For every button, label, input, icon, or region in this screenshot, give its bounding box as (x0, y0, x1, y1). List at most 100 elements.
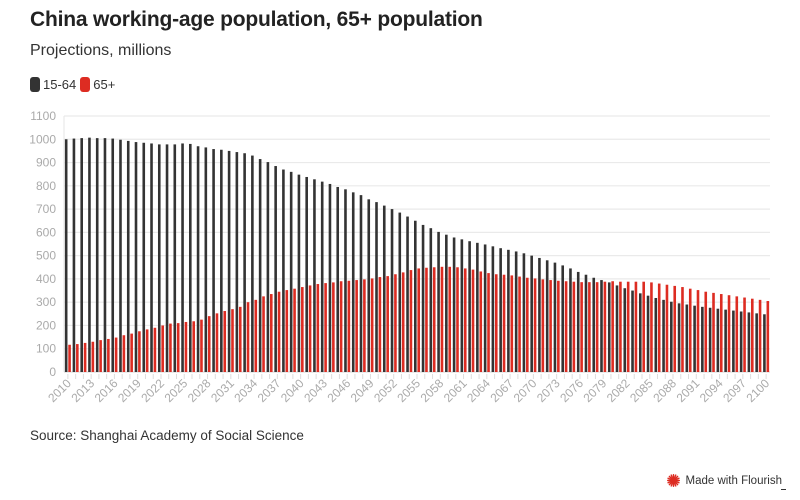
bar-65-plus-2014[interactable] (99, 340, 102, 372)
bar-15-64-2091[interactable] (693, 305, 696, 372)
bar-15-64-2065[interactable] (491, 246, 495, 372)
bar-15-64-2053[interactable] (398, 212, 402, 372)
bar-65-plus-2024[interactable] (176, 323, 180, 372)
bar-65-plus-2071[interactable] (541, 279, 545, 372)
bar-15-64-2032[interactable] (235, 152, 239, 372)
bar-65-plus-2047[interactable] (355, 280, 358, 372)
bar-65-plus-2063[interactable] (479, 271, 483, 372)
bar-65-plus-2089[interactable] (681, 287, 684, 372)
bar-15-64-2049[interactable] (367, 199, 371, 372)
bar-65-plus-2046[interactable] (347, 280, 351, 372)
bar-15-64-2021[interactable] (150, 143, 153, 372)
bar-65-plus-2099[interactable] (758, 299, 762, 372)
bar-15-64-2033[interactable] (243, 153, 246, 372)
bar-15-64-2083[interactable] (631, 290, 634, 372)
bar-65-plus-2066[interactable] (502, 274, 506, 372)
bar-65-plus-2068[interactable] (518, 276, 521, 372)
bar-65-plus-2054[interactable] (409, 270, 413, 372)
bar-65-plus-2092[interactable] (704, 291, 708, 372)
bar-65-plus-2052[interactable] (394, 274, 397, 372)
bar-65-plus-2076[interactable] (580, 282, 583, 372)
bar-65-plus-2095[interactable] (727, 295, 731, 372)
bar-65-plus-2098[interactable] (751, 298, 754, 372)
bar-15-64-2048[interactable] (359, 195, 363, 372)
bar-65-plus-2069[interactable] (526, 277, 529, 372)
bar-65-plus-2011[interactable] (76, 344, 79, 372)
bar-65-plus-2062[interactable] (471, 269, 475, 372)
bar-65-plus-2039[interactable] (293, 288, 296, 372)
bar-15-64-2020[interactable] (142, 142, 146, 372)
bar-65-plus-2036[interactable] (269, 294, 273, 372)
bar-15-64-2040[interactable] (297, 174, 301, 372)
bar-65-plus-2094[interactable] (719, 294, 723, 372)
bar-65-plus-2087[interactable] (665, 284, 669, 372)
bar-65-plus-2028[interactable] (207, 316, 211, 372)
bar-15-64-2056[interactable] (421, 224, 425, 372)
bar-65-plus-2075[interactable] (572, 281, 576, 372)
bar-15-64-2034[interactable] (251, 155, 254, 372)
bar-15-64-2057[interactable] (429, 228, 433, 372)
bar-15-64-2080[interactable] (607, 282, 611, 372)
bar-65-plus-2064[interactable] (487, 273, 490, 372)
bar-15-64-2026[interactable] (189, 143, 192, 372)
bar-15-64-2064[interactable] (483, 244, 487, 372)
bar-65-plus-2012[interactable] (83, 342, 87, 372)
bar-65-plus-2031[interactable] (231, 309, 234, 372)
bar-15-64-2086[interactable] (654, 297, 658, 372)
bar-15-64-2079[interactable] (600, 280, 603, 372)
bar-15-64-2015[interactable] (103, 138, 107, 372)
bar-15-64-2018[interactable] (126, 140, 130, 372)
bar-65-plus-2100[interactable] (766, 301, 770, 372)
bar-15-64-2090[interactable] (685, 304, 689, 372)
bar-65-plus-2010[interactable] (68, 344, 71, 372)
bar-15-64-2016[interactable] (111, 138, 115, 372)
bar-15-64-2069[interactable] (522, 253, 526, 372)
bar-65-plus-2053[interactable] (401, 272, 405, 372)
bar-15-64-2041[interactable] (305, 176, 308, 372)
bar-15-64-2028[interactable] (204, 147, 208, 372)
bar-15-64-2043[interactable] (320, 181, 324, 372)
bar-65-plus-2013[interactable] (91, 341, 95, 372)
bar-65-plus-2030[interactable] (223, 311, 227, 372)
bar-15-64-2067[interactable] (507, 249, 510, 372)
bar-65-plus-2090[interactable] (688, 288, 692, 372)
bar-65-plus-2085[interactable] (650, 282, 653, 372)
bar-15-64-2100[interactable] (763, 314, 766, 372)
bar-15-64-2071[interactable] (538, 257, 541, 372)
bar-15-64-2050[interactable] (375, 202, 378, 372)
bar-65-plus-2057[interactable] (432, 267, 436, 372)
bar-15-64-2059[interactable] (445, 234, 448, 372)
bar-15-64-2073[interactable] (553, 262, 557, 372)
bar-15-64-2019[interactable] (134, 142, 138, 372)
bar-65-plus-2081[interactable] (619, 281, 622, 372)
bar-15-64-2024[interactable] (173, 144, 177, 372)
bar-65-plus-2072[interactable] (549, 280, 552, 372)
bar-65-plus-2018[interactable] (130, 333, 133, 372)
bar-15-64-2099[interactable] (755, 313, 758, 372)
bar-15-64-2088[interactable] (670, 301, 673, 372)
bar-65-plus-2025[interactable] (184, 321, 188, 372)
bar-65-plus-2015[interactable] (107, 338, 110, 372)
bar-65-plus-2084[interactable] (642, 281, 645, 372)
bar-65-plus-2097[interactable] (743, 297, 746, 372)
bar-15-64-2085[interactable] (646, 295, 650, 372)
bar-15-64-2042[interactable] (313, 179, 316, 372)
bar-65-plus-2029[interactable] (215, 313, 219, 372)
bar-15-64-2081[interactable] (615, 285, 619, 372)
bar-65-plus-2021[interactable] (153, 327, 157, 372)
bar-15-64-2011[interactable] (72, 138, 76, 372)
bar-65-plus-2038[interactable] (285, 290, 289, 372)
bar-65-plus-2060[interactable] (456, 267, 459, 372)
bar-65-plus-2022[interactable] (161, 325, 164, 372)
bar-15-64-2039[interactable] (289, 171, 293, 372)
bar-15-64-2052[interactable] (390, 209, 394, 372)
bar-15-64-2063[interactable] (476, 242, 479, 372)
bar-15-64-2097[interactable] (739, 311, 743, 372)
bar-15-64-2076[interactable] (576, 271, 580, 372)
bar-65-plus-2033[interactable] (246, 302, 250, 372)
bar-15-64-2074[interactable] (561, 265, 565, 372)
bar-65-plus-2080[interactable] (611, 281, 614, 372)
bar-65-plus-2077[interactable] (588, 282, 591, 372)
bar-15-64-2051[interactable] (382, 205, 386, 372)
bar-15-64-2078[interactable] (592, 277, 596, 372)
